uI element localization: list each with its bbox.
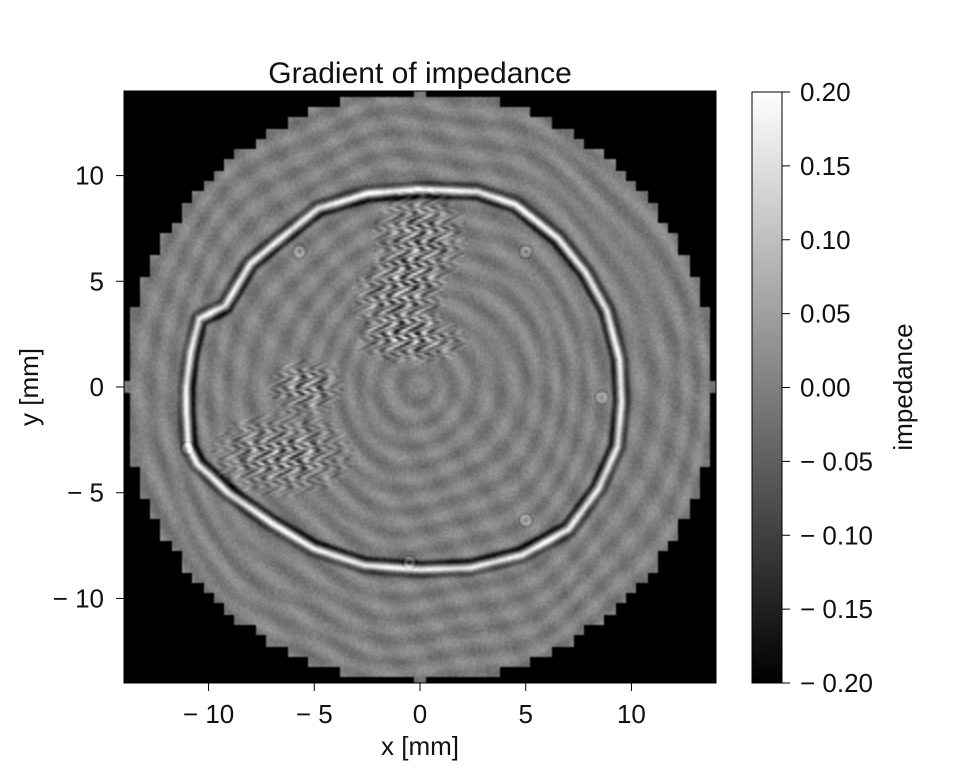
y-axis: − 10 − 5 0 5 10 — [53, 161, 124, 613]
y-tick-label: − 10 — [53, 583, 104, 613]
colorbar-tick-label: 0.10 — [800, 225, 851, 255]
colorbar-tick-label: 0.20 — [800, 77, 851, 107]
colorbar-tick-label: 0.15 — [800, 151, 851, 181]
y-tick-label: 5 — [90, 266, 104, 296]
colorbar: 0.20 0.15 0.10 0.05 0.00 − 0.05 − 0.10 − 0.15 − … — [751, 77, 918, 698]
y-tick-label: 10 — [75, 161, 104, 191]
colorbar-tick-label: − 0.20 — [800, 668, 873, 698]
x-axis-label: x [mm] — [381, 731, 459, 761]
colorbar-tick-label: − 0.05 — [800, 446, 873, 476]
x-tick-label: 0 — [413, 699, 427, 729]
x-tick-label: − 5 — [296, 699, 333, 729]
x-tick-label: 10 — [617, 699, 646, 729]
x-axis: − 10 − 5 0 5 10 — [183, 683, 646, 729]
x-tick-label: 5 — [518, 699, 532, 729]
chart-title: Gradient of impedance — [268, 57, 572, 90]
colorbar-label: impedance — [888, 323, 918, 450]
colorbar-gradient — [751, 91, 783, 684]
y-tick-label: 0 — [90, 372, 104, 402]
colorbar-tick-label: 0.00 — [800, 373, 851, 403]
y-axis-label: y [mm] — [14, 348, 44, 426]
y-tick-label: − 5 — [67, 478, 104, 508]
colorbar-tick-label: − 0.10 — [800, 520, 873, 550]
plot-area — [123, 90, 717, 684]
colorbar-tick-label: − 0.15 — [800, 594, 873, 624]
impedance-gradient-image — [124, 91, 716, 683]
colorbar-ticks: 0.20 0.15 0.10 0.05 0.00 − 0.05 − 0.10 − 0.15 − … — [782, 77, 873, 698]
colorbar-tick-label: 0.05 — [800, 299, 851, 329]
x-tick-label: − 10 — [183, 699, 234, 729]
